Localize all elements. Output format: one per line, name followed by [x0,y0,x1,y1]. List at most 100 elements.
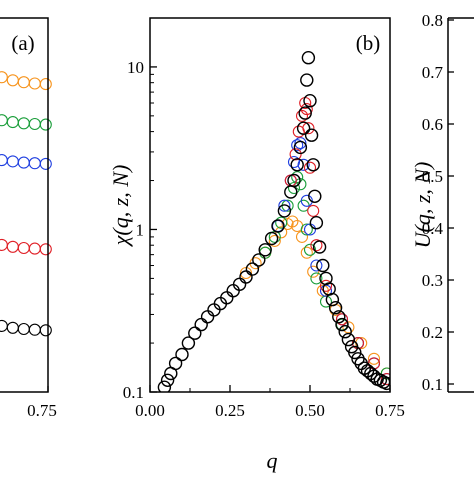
panel-a: 0.75 (a) [0,17,57,420]
panel-b-series-1-point [287,181,301,195]
panel-c-y-tick-label: 0.6 [422,115,443,134]
panel-c-y-axis-title: U(q, z, N) [410,162,435,249]
panel-c: 0.1 0.2 0.3 0.4 0.5 0.6 0.7 0.8 U(q, z, N) [410,11,474,394]
panel-a-series-3-point [39,243,52,256]
panel-b-series-4-point [325,292,340,307]
panel-b-x-tick-label: 0.75 [375,401,405,420]
panel-b-series-0-point [367,352,381,365]
panel-b-series-3-point [302,122,315,135]
panel-c-y-tick-label: 0.4 [422,219,444,238]
panel-a-series-1-point [39,118,52,131]
panel-a-series-2-point [0,154,8,167]
panel-b-y-tick-label: 0.1 [123,383,144,402]
panel-a-series-0-point [17,76,30,89]
panel-b-series-4-point [168,356,183,371]
panel-a-series-0-point [39,78,52,91]
panel-a-series-3-point [28,242,41,255]
panel-b-series-4-point [226,284,240,298]
panel-b-series-3-point [284,174,297,187]
panel-b-series-4-point [290,158,304,172]
panel-b-y-tick-label: 1 [136,220,145,239]
panel-a-series-2-point [39,157,52,170]
panel-b-series-2-point [278,199,291,212]
panel-b-series-0-point [275,226,288,239]
panel-b-series-4-point [306,158,320,172]
panel-b-series-2-point [291,139,304,152]
panel-a-series-4-point [0,319,8,332]
panel-b-series-0-point [342,321,355,334]
panel-b-series-4-point [258,243,272,257]
panel-b-series-4-point [293,140,308,155]
panel-c-y-tick-label: 0.2 [422,323,443,342]
panel-b-series-4-point [298,106,312,120]
panel-a-series-3-point [17,241,30,255]
panel-a-series-2-point [17,156,30,169]
panel-a-series-3-point [0,238,8,251]
panel-b-points [157,51,390,392]
panel-b-series-4-point [277,204,292,218]
panel-a-series-2-point [6,155,19,168]
panel-c-y-tick-label: 0.5 [422,167,443,186]
panel-b-series-3-point [289,148,302,161]
panel-b-series-4-point [232,277,247,291]
panel-b-series-3-point [319,279,333,292]
panel-b-series-0-point [300,246,313,259]
panel-c-y-tick-label: 0.3 [422,271,443,290]
panel-b-series-4-point [338,325,352,339]
panel-a-series-1-point [6,116,19,129]
panel-a-series-4-point [17,322,30,336]
panel-a-series-0-point [0,71,8,84]
panel-b-series-1-point [259,246,272,259]
panel-a-label: (a) [11,31,34,55]
panel-b-x-tick-label: 0.00 [135,401,165,420]
panel-b-series-3-point [335,313,349,326]
panel-b-series-1-point [303,243,317,256]
panel-a-series-3-point [6,240,19,253]
panel-b-series-2-point [310,259,323,272]
panel-b-series-2-point [294,137,307,150]
panel-a-series-1-point [17,117,30,130]
panel-b-series-0-point [307,265,320,278]
panel-b-series-4-point [304,128,319,142]
panel-b-series-4-point [341,332,356,347]
panel-b-series-3-point [310,239,323,252]
panel-b-series-3-point [380,373,390,386]
panel-b-series-4-point [271,219,285,233]
panel-b-y-axis-title: χ(q, z, N) [108,165,133,248]
panel-b-series-4-point [335,317,349,332]
panel-a-x-tick-label: 0.75 [27,401,57,420]
panel-b-series-2-point [300,194,313,207]
panel-b-x-axis-title: q [267,448,278,473]
panel-b-series-4-point [300,73,314,87]
panel-b-series-4-point [287,173,301,188]
panel-b-label: (b) [356,31,381,55]
panel-b-series-4-point [312,240,327,254]
panel-b-series-4-point [200,310,215,324]
panel-b-series-4-point [301,51,316,65]
panel-b-series-4-point [264,231,279,246]
panel-a-series-1-point [0,114,8,127]
panel-b-series-4-point [194,317,208,332]
panel-b-series-4-point [332,310,346,324]
panel-b-series-0-point [268,234,281,247]
panel-b-series-1-point [310,272,323,285]
panel-b-series-4-point [181,336,196,350]
panel-b-series-4-point [373,373,388,387]
panel-a-series-4-point [39,324,52,337]
panel-b-series-3-point [303,161,317,174]
panel-c-y-tick-label: 0.8 [422,11,443,30]
panel-b-series-4-point [252,253,266,267]
panel-b-frame [149,17,391,393]
panel-b: 0.00 0.25 0.50 0.75 0.1 1 10 q χ(q, z, N) (b) [108,17,405,473]
panel-c-y-tick-label: 0.1 [422,375,443,394]
panel-a-series-0-point [28,77,41,90]
panel-a-frame [0,17,49,393]
panel-c-y-tick-label: 0.7 [422,63,444,82]
panel-b-x-tick-label: 0.25 [215,401,245,420]
panel-b-series-4-point [316,258,330,273]
panel-b-series-4-point [296,121,311,135]
panel-b-series-4-point [188,326,202,340]
panel-b-series-4-point [348,345,362,360]
